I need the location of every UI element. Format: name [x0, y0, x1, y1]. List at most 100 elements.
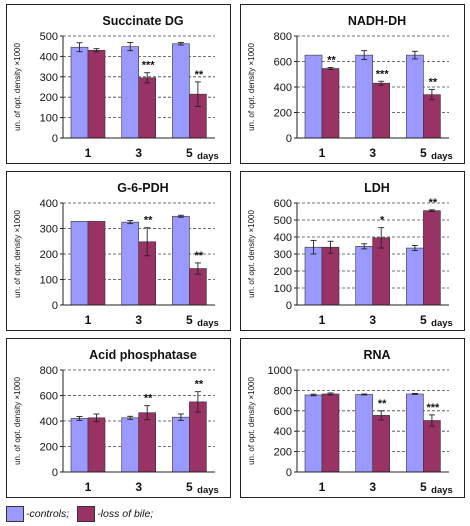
y-tick-label: 300: [40, 224, 58, 236]
bar-controls-day-3: [121, 46, 139, 139]
bar-loss-of-bile-day-3: [372, 415, 390, 473]
error-bar: [428, 89, 435, 101]
bar-loss-of-bile-day-1: [87, 417, 106, 473]
chart-acid-phosphatase: Acid phosphatase 0 200 400 600 800 un. of opt.…: [13, 348, 219, 496]
bar-loss-of-bile-day-1: [87, 221, 106, 306]
chart-g6pdh: G-6-PDH 0 100 200 300 400 un. of opt. density …: [13, 181, 219, 329]
x-tick-label: 5: [420, 313, 427, 327]
bar-controls-day-5: [172, 43, 190, 139]
y-tick-label: 400: [40, 51, 58, 63]
bar-controls-day-5: [406, 393, 424, 473]
bar-loss-of-bile-day-1: [321, 393, 340, 473]
y-tick-label: 400: [274, 82, 292, 94]
significance-label: ***: [426, 402, 440, 414]
chart-title: NADH-DH: [348, 14, 406, 28]
error-bar: [378, 80, 385, 86]
x-axis-label: days: [431, 485, 453, 496]
error-bar: [411, 50, 418, 60]
bar-controls-day-5: [172, 416, 190, 473]
y-axis-label: un. of opt. density ×1000: [13, 43, 22, 131]
x-axis-label: days: [431, 318, 453, 329]
bar-controls-day-3: [121, 221, 139, 306]
y-axis-label: un. of opt. density ×1000: [13, 377, 22, 465]
y-tick-label: 1000: [268, 365, 292, 377]
bar-loss-of-bile-day-5: [423, 210, 441, 306]
x-tick-label: 5: [186, 313, 193, 327]
y-tick-label: 600: [274, 406, 292, 418]
y-tick-label: 200: [40, 442, 58, 454]
significance-label: **: [327, 54, 336, 66]
y-tick-label: 800: [40, 365, 58, 377]
error-bar: [310, 393, 317, 397]
y-tick-label: 0: [286, 133, 292, 145]
chart-panel-g6pdh: G-6-PDH 0 100 200 300 400 un. of opt. density …: [6, 171, 231, 331]
chart-title: Succinate DG: [102, 14, 183, 28]
x-tick-label: 3: [369, 313, 376, 327]
bar-loss-of-bile-day-3: [138, 412, 156, 473]
y-tick-label: 300: [40, 72, 58, 84]
x-axis-label: days: [197, 485, 219, 496]
error-bar: [428, 209, 435, 212]
x-tick-label: 3: [369, 146, 376, 160]
error-bar: [361, 393, 368, 396]
y-tick-label: 500: [274, 215, 292, 227]
error-bar: [310, 239, 317, 255]
legend-swatch-controls: [6, 506, 24, 522]
error-bar: [127, 220, 134, 225]
error-bar: [327, 392, 334, 396]
error-bar: [411, 393, 418, 395]
significance-label: **: [195, 379, 204, 391]
x-tick-label: 3: [135, 313, 142, 327]
error-bar: [144, 227, 151, 257]
chart-nadh-dh: NADH-DH 0 200 400 600 800 un. of opt. density …: [247, 14, 453, 162]
legend-item-controls: -controls;: [6, 506, 69, 522]
error-bar: [194, 262, 201, 275]
y-tick-label: 0: [286, 300, 292, 312]
error-bar: [428, 414, 435, 427]
error-bar: [76, 42, 83, 53]
chart-title: Acid phosphatase: [89, 348, 197, 362]
y-tick-label: 100: [40, 113, 58, 125]
bar-controls-day-1: [70, 46, 89, 139]
error-bar: [127, 42, 134, 52]
x-tick-label: 3: [135, 480, 142, 494]
chart-succinate-dg: Succinate DG 0 100 200 300 400 500 un. of opt. …: [13, 14, 219, 162]
bar-controls-day-3: [121, 417, 139, 473]
x-tick-label: 5: [186, 146, 193, 160]
bar-controls-day-3: [355, 54, 373, 139]
bar-loss-of-bile-day-1: [87, 49, 106, 139]
y-tick-label: 0: [286, 467, 292, 479]
bar-controls-day-5: [406, 54, 424, 139]
error-bar: [327, 67, 334, 70]
significance-label: **: [195, 250, 204, 262]
bar-controls-day-3: [355, 246, 373, 306]
x-tick-label: 3: [135, 146, 142, 160]
significance-label: **: [378, 398, 387, 410]
significance-label: **: [195, 69, 204, 81]
chart-panel-nadh-dh: NADH-DH 0 200 400 600 800 un. of opt. density …: [240, 4, 465, 164]
error-bar: [93, 413, 100, 423]
error-bar: [144, 72, 151, 84]
error-bar: [93, 48, 100, 53]
y-tick-label: 200: [40, 92, 58, 104]
x-tick-label: 5: [420, 480, 427, 494]
error-bar: [144, 405, 151, 421]
error-bar: [177, 42, 184, 46]
error-bar: [327, 240, 334, 254]
y-tick-label: 0: [52, 133, 58, 145]
error-bar: [361, 243, 368, 250]
x-tick-label: 1: [319, 480, 326, 494]
error-bar: [194, 81, 201, 107]
chart-rna: RNA 0 200 400 600 800 1000 un. of opt. density …: [247, 348, 453, 496]
legend-item-loss-of-bile: -loss of bile;: [77, 506, 153, 522]
x-tick-label: 1: [85, 146, 92, 160]
y-tick-label: 0: [52, 467, 58, 479]
y-axis-label: un. of opt. density ×1000: [247, 43, 256, 131]
legend-label-loss-of-bile: -loss of bile;: [97, 508, 154, 520]
x-tick-label: 1: [85, 313, 92, 327]
error-bar: [378, 227, 385, 249]
error-bar: [361, 50, 368, 61]
error-bar: [177, 413, 184, 421]
significance-label: ***: [142, 60, 156, 72]
y-axis-label: un. of opt. density ×1000: [247, 210, 256, 298]
